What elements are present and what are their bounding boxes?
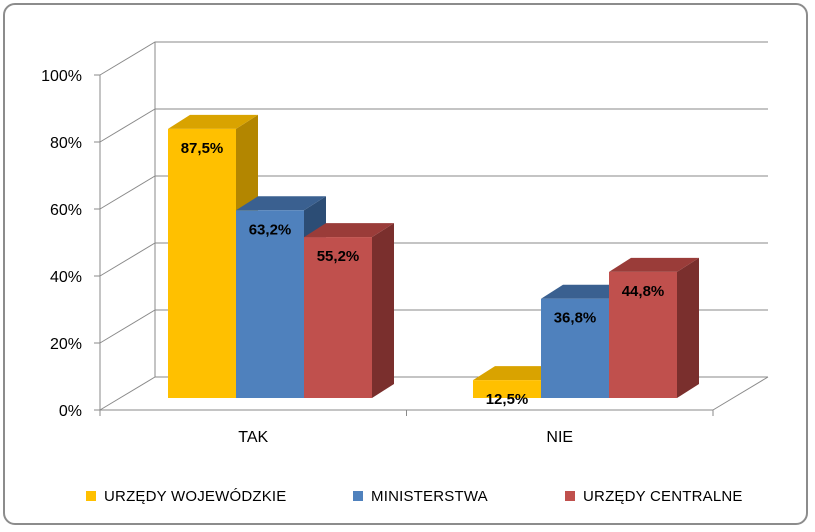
gridline [99, 41, 768, 76]
data-label: 55,2% [317, 248, 360, 265]
x-tick-label: TAK [238, 429, 268, 446]
data-label: 36,8% [554, 310, 597, 327]
y-tick-label: 40% [50, 269, 82, 286]
legend-label: URZĘDY CENTRALNE [583, 487, 743, 505]
y-tick-label: 100% [41, 68, 82, 85]
bar-top [541, 284, 631, 299]
legend-swatch [86, 491, 96, 501]
bar-top [473, 366, 563, 381]
legend-item-ministerstwa: MINISTERSTWA [353, 484, 488, 508]
y-tick-label: 60% [50, 202, 82, 219]
bar [541, 298, 609, 398]
bar-top [168, 114, 258, 129]
bar-side [372, 223, 394, 398]
y-tick-label: 20% [50, 336, 82, 353]
bar-top [236, 196, 326, 211]
bar [236, 210, 304, 398]
bar-side [677, 257, 699, 398]
legend-item-urzedy-wojewodzkie: URZĘDY WOJEWÓDZKIE [86, 484, 287, 508]
data-label: 44,8% [622, 283, 665, 300]
data-label: 12,5% [486, 391, 529, 408]
bar-top [304, 223, 394, 238]
legend-label: URZĘDY WOJEWÓDZKIE [104, 487, 287, 505]
legend-swatch [353, 491, 363, 501]
bar [609, 271, 677, 398]
bar-top [609, 257, 699, 272]
x-tick-label: NIE [546, 429, 573, 446]
legend-item-urzedy-centralne: URZĘDY CENTRALNE [565, 484, 743, 508]
floor-right-edge [712, 376, 769, 411]
legend-label: MINISTERSTWA [371, 487, 488, 505]
legend: URZĘDY WOJEWÓDZKIE MINISTERSTWA URZĘDY C… [0, 484, 815, 508]
y-tick-label: 0% [59, 403, 82, 420]
y-tick-label: 80% [50, 135, 82, 152]
legend-swatch [565, 491, 575, 501]
bar [168, 128, 236, 398]
data-label: 63,2% [249, 221, 292, 238]
data-label: 87,5% [181, 140, 224, 157]
bar [304, 237, 372, 398]
bar [473, 380, 541, 398]
